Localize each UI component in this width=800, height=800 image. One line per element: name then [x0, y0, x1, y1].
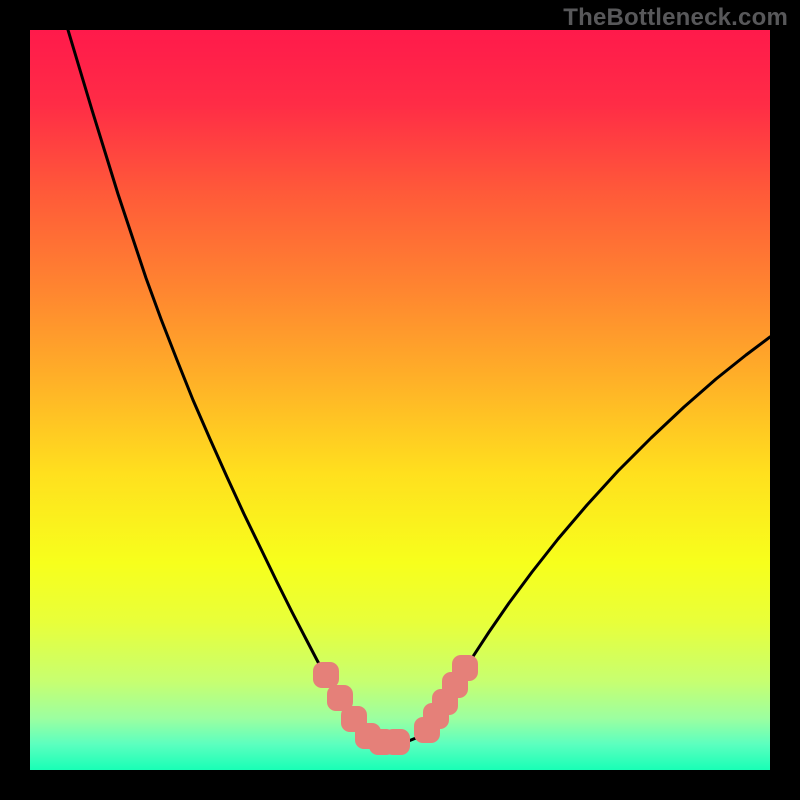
marker-left-5 — [384, 729, 410, 755]
marker-right-4 — [452, 655, 478, 681]
chart-stage: TheBottleneck.com — [0, 0, 800, 800]
watermark-label: TheBottleneck.com — [563, 4, 788, 32]
gradient-background — [30, 30, 770, 770]
chart-svg — [30, 30, 770, 770]
marker-left-0 — [313, 662, 339, 688]
plot-area — [30, 30, 770, 770]
